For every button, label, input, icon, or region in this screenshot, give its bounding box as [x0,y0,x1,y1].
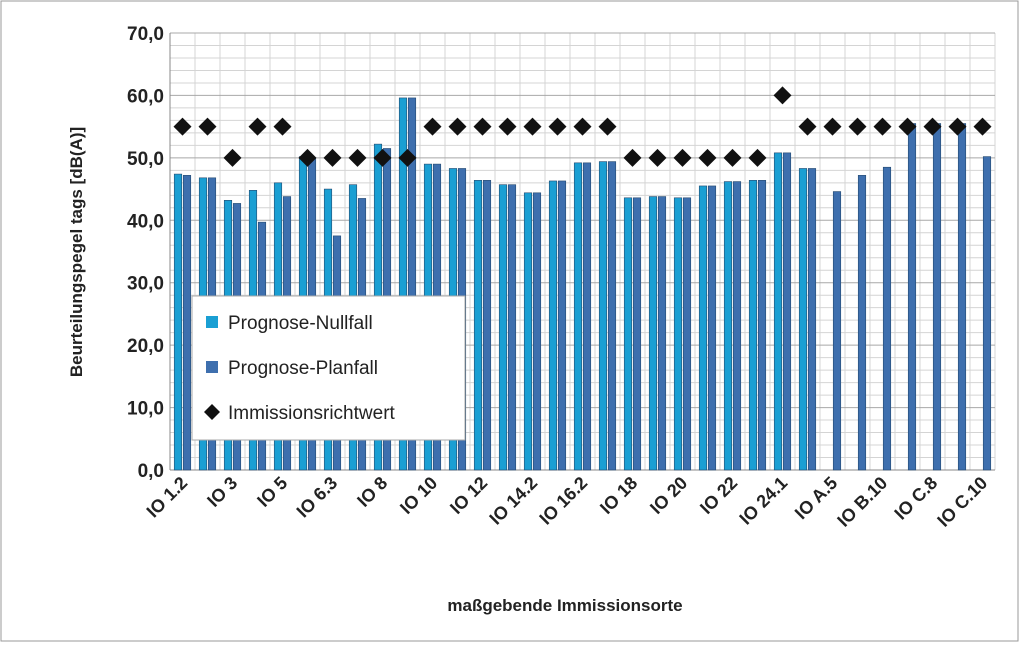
bar [507,184,517,471]
bar [648,196,658,471]
legend-swatch [204,404,220,420]
marker [923,117,942,136]
bar [523,192,533,471]
marker [423,117,442,136]
y-tick-label: 10,0 [127,399,164,420]
marker [723,148,742,167]
legend-label: Prognose-Nullfall [228,313,373,334]
bar [957,123,967,471]
bar [773,152,783,471]
y-tick-label: 0,0 [138,461,164,482]
bar [682,197,692,471]
marker [748,148,767,167]
bar [182,175,192,471]
bar [782,152,792,471]
y-tick-label: 30,0 [127,274,164,295]
y-tick-label: 70,0 [127,24,164,45]
bar [832,191,842,471]
marker [673,148,692,167]
bar [707,185,717,471]
marker [373,148,392,167]
bar [982,156,992,471]
bar [907,123,917,471]
legend-swatch [206,316,218,328]
bar [632,197,642,471]
x-axis-label: maßgebende Immissionsorte [447,596,682,615]
marker [298,148,317,167]
bar [173,173,183,471]
bar [723,181,733,471]
bar [473,180,483,471]
marker [248,117,267,136]
marker [273,117,292,136]
legend-swatch [206,361,218,373]
bar [657,196,667,471]
marker [648,148,667,167]
marker [898,117,917,136]
bar [698,185,708,471]
bar [573,162,583,471]
marker [698,148,717,167]
marker [773,86,792,105]
marker [948,117,967,136]
bar [882,166,892,471]
marker [573,117,592,136]
bar [398,97,408,471]
bar [482,180,492,471]
marker [973,117,992,136]
y-tick-label: 50,0 [127,149,164,170]
bar [582,162,592,471]
bar [598,161,608,471]
marker [173,117,192,136]
marker [623,148,642,167]
legend: Prognose-Nullfall Prognose-Planfall Immiss… [191,295,466,441]
marker [523,117,542,136]
marker [448,117,467,136]
marker [873,117,892,136]
bar [732,181,742,471]
y-tick-label: 40,0 [127,211,164,232]
marker [598,117,617,136]
legend-box [191,295,466,441]
marker [848,117,867,136]
bar [798,168,808,471]
bar [407,97,417,471]
bar [557,180,567,471]
legend-label: Immissionsrichtwert [228,403,396,424]
marker [398,148,417,167]
legend-label: Prognose-Planfall [228,358,378,379]
bar [607,161,617,471]
marker [348,148,367,167]
bar [857,175,867,471]
marker [823,117,842,136]
bar [623,197,633,471]
marker [798,117,817,136]
marker [198,117,217,136]
marker [223,148,242,167]
bar [807,168,817,471]
marker [323,148,342,167]
bar [757,180,767,471]
y-tick-label: 60,0 [127,86,164,107]
bar [932,123,942,471]
marker [473,117,492,136]
bar [548,180,558,471]
bar [673,197,683,471]
bar [748,180,758,471]
marker [548,117,567,136]
bar [498,184,508,471]
marker [498,117,517,136]
y-tick-label: 20,0 [127,336,164,357]
bar [532,192,542,471]
y-axis-label: Beurteilungspegel tags [dB(A)] [67,127,86,377]
